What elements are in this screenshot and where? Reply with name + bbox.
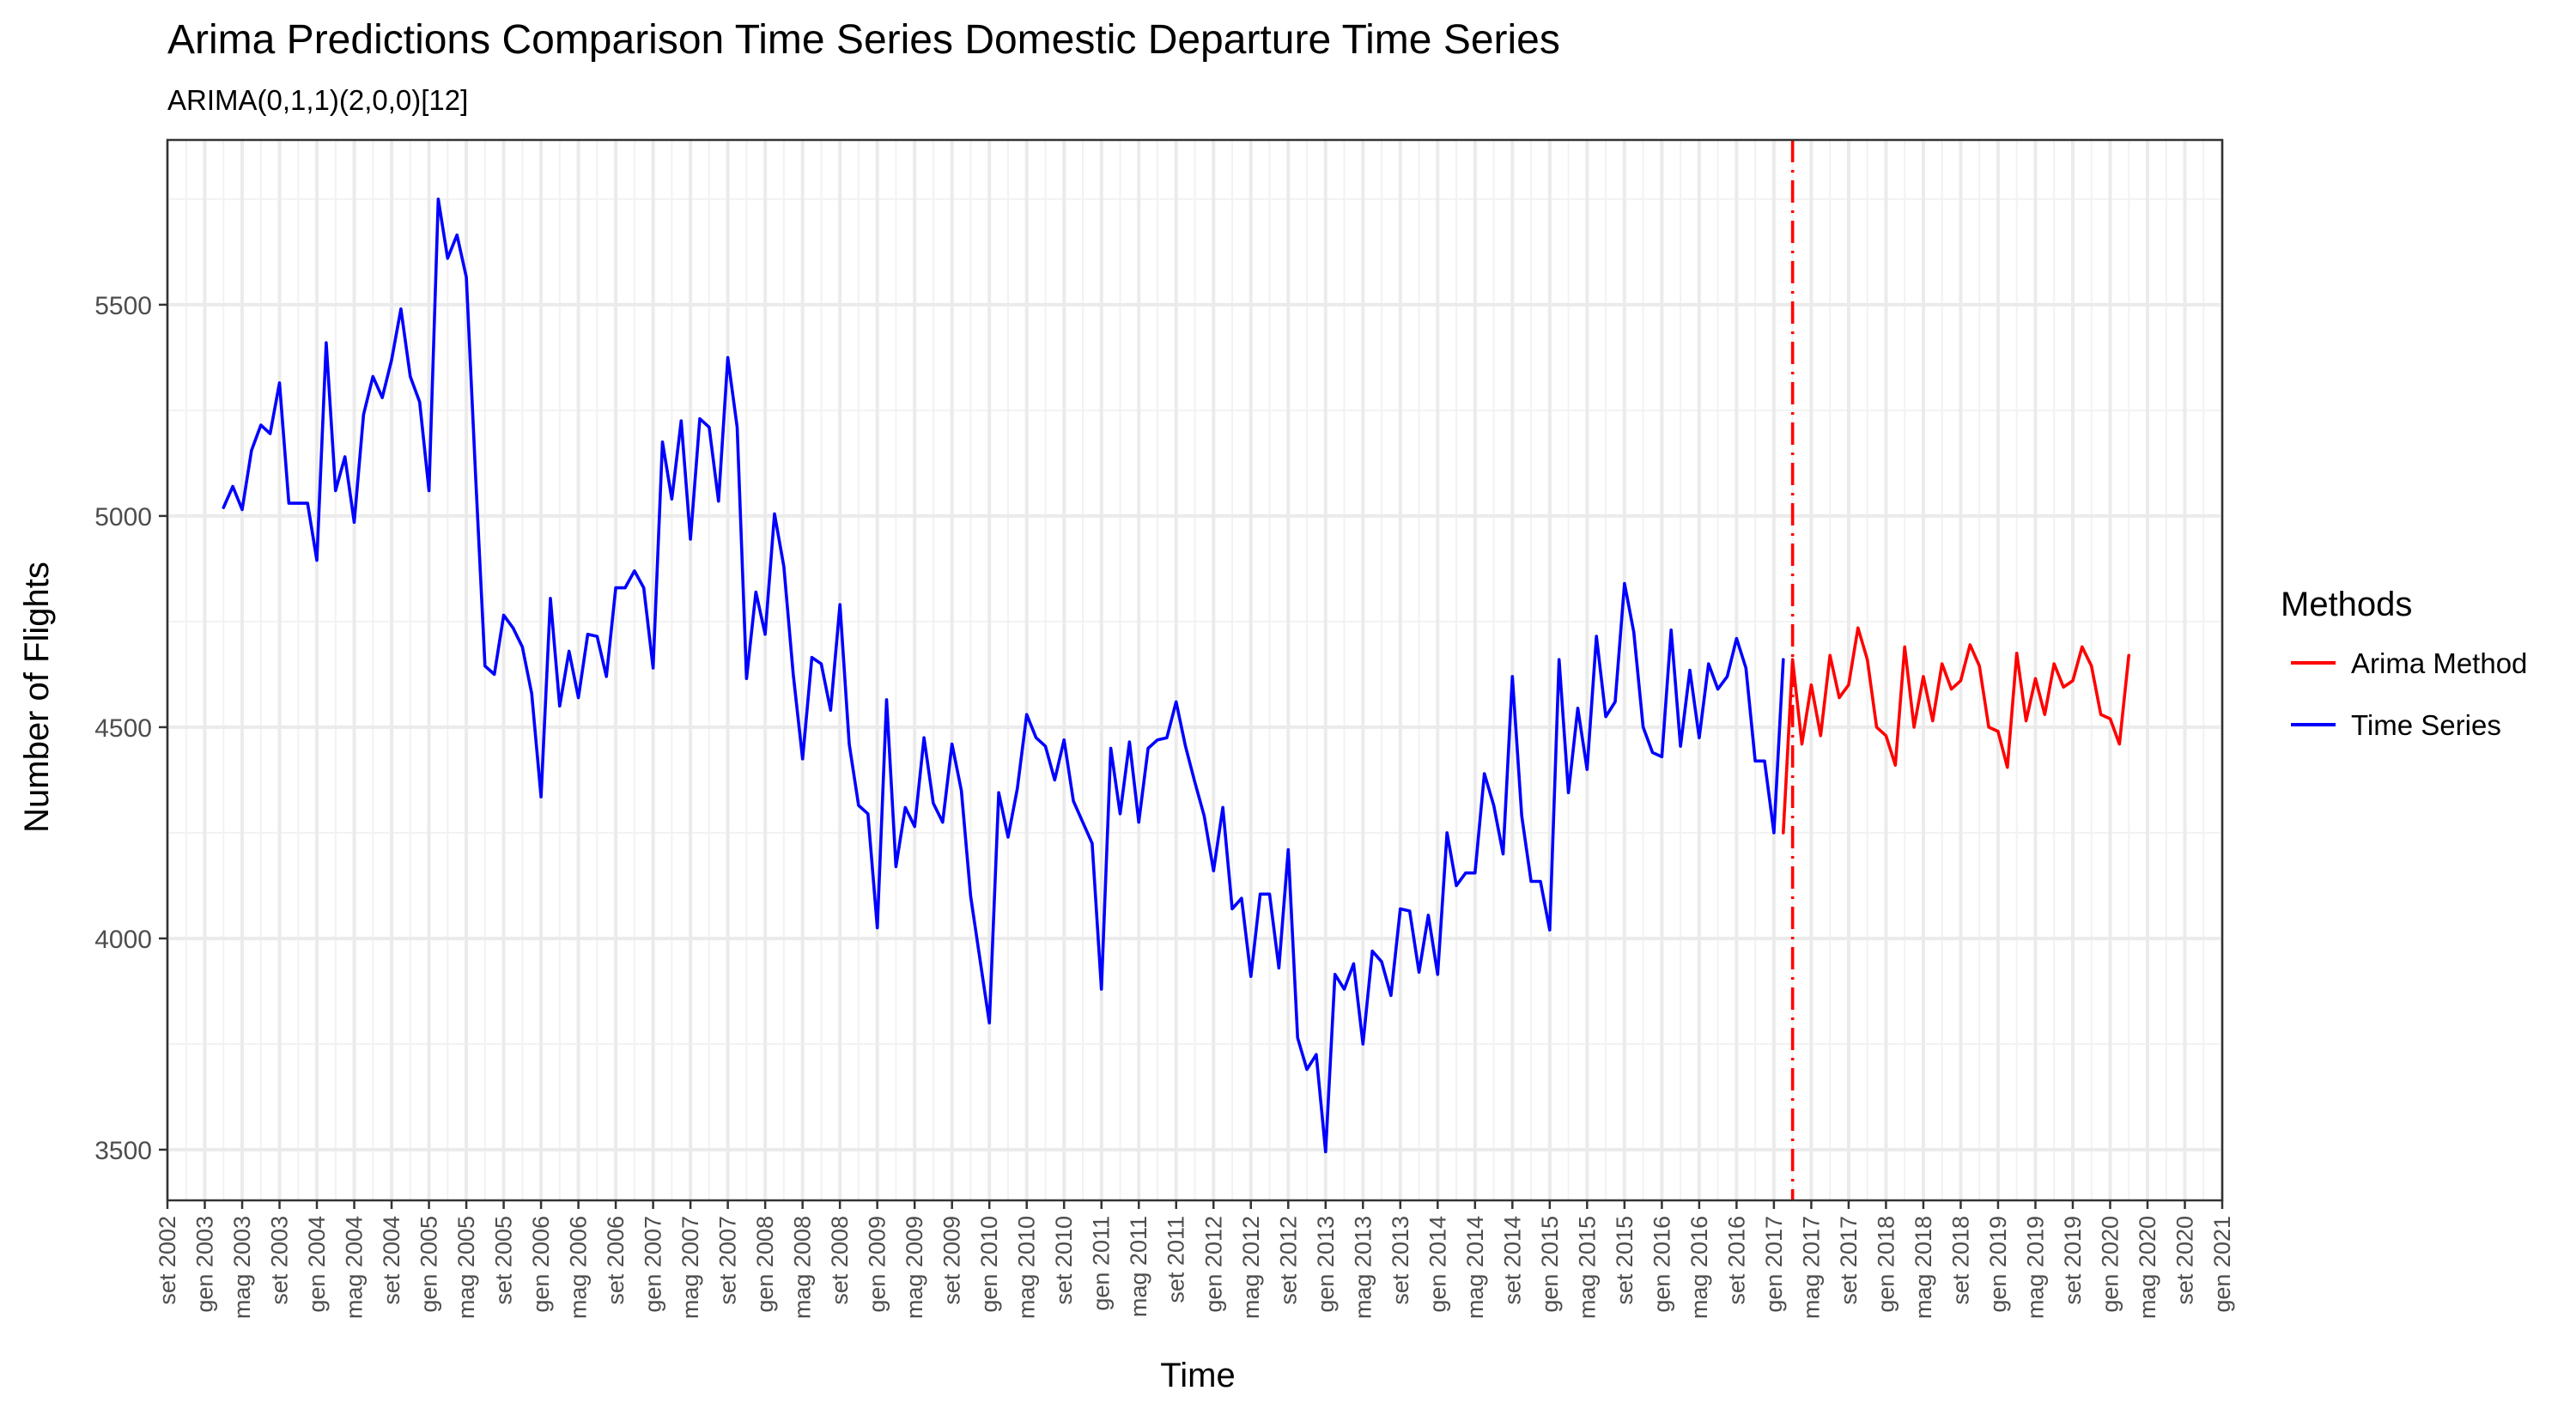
legend-item: Time Series [2291,709,2501,741]
x-tick-label: mag 2013 [1350,1216,1376,1319]
x-tick-label: set 2015 [1612,1216,1637,1305]
x-tick-label: mag 2007 [677,1216,703,1319]
x-tick-label: set 2014 [1499,1216,1525,1305]
y-axis-title: Number of Flights [18,562,56,833]
plot-panel [166,138,2224,1202]
x-tick-label: set 2008 [827,1216,853,1305]
x-tick-label: gen 2017 [1761,1216,1787,1313]
x-tick-label: gen 2019 [1985,1216,2011,1313]
x-tick-label: gen 2010 [976,1216,1002,1313]
chart-title: Arima Predictions Comparison Time Series… [167,17,1560,63]
x-tick-label: mag 2017 [1798,1216,1824,1319]
x-tick-label: set 2003 [267,1216,293,1305]
x-tick-label: mag 2012 [1238,1216,1264,1319]
x-tick-label: mag 2006 [566,1216,592,1319]
x-tick-label: set 2005 [491,1216,517,1305]
x-axis: set 2002 gen 2003 mag 2003 set 2003 gen 2004… [155,1200,2235,1319]
legend-items: Arima Method Time Series [2291,647,2527,741]
x-tick-label: gen 2003 [192,1216,218,1313]
x-tick-label: set 2006 [603,1216,629,1305]
x-tick-label: mag 2009 [902,1216,927,1319]
y-tick-label: 5500 [94,292,152,320]
x-tick-label: gen 2018 [1873,1216,1899,1313]
x-tick-label: set 2007 [715,1216,741,1305]
series-line-time-series [222,197,1785,1154]
x-tick-label: set 2002 [155,1216,180,1305]
x-tick-label: mag 2010 [1014,1216,1040,1319]
x-tick-label: gen 2008 [752,1216,778,1313]
x-tick-label: gen 2014 [1425,1216,1450,1313]
x-tick-label: gen 2012 [1200,1216,1226,1313]
legend-title: Methods [2281,586,2412,623]
x-tick-label: mag 2003 [229,1216,255,1319]
y-tick-label: 4500 [94,714,152,743]
series-layer [222,197,2130,1154]
x-tick-label: set 2016 [1723,1216,1749,1305]
x-tick-label: gen 2004 [304,1216,330,1313]
x-axis-title: Time [1160,1357,1235,1394]
x-tick-label: gen 2007 [641,1216,666,1313]
x-tick-label: gen 2020 [2097,1216,2123,1313]
legend-item: Arima Method [2291,647,2527,679]
x-tick-label: set 2013 [1388,1216,1413,1305]
series-line-arima-method [1782,626,2130,835]
x-tick-label: set 2012 [1275,1216,1301,1305]
y-axis: 3500 4000 4500 5000 5500 [94,292,167,1165]
x-tick-label: set 2017 [1836,1216,1862,1305]
x-tick-label: mag 2011 [1126,1216,1151,1317]
x-tick-label: gen 2013 [1313,1216,1339,1313]
x-tick-label: mag 2014 [1462,1216,1488,1319]
x-tick-label: set 2018 [1947,1216,1973,1305]
panel-border [166,138,2224,1202]
x-tick-label: gen 2015 [1537,1216,1563,1313]
x-tick-label: mag 2018 [1911,1216,1936,1319]
x-tick-label: gen 2005 [416,1216,442,1313]
x-tick-label: set 2004 [379,1216,404,1305]
x-tick-label: gen 2011 [1089,1216,1115,1311]
x-tick-label: set 2020 [2172,1216,2197,1305]
x-tick-label: gen 2009 [865,1216,890,1313]
legend: Methods Arima Method Time Series [2281,586,2527,741]
y-tick-label: 5000 [94,503,152,531]
x-tick-label: set 2019 [2060,1216,2086,1305]
x-tick-label: mag 2005 [453,1216,479,1319]
x-tick-label: mag 2019 [2022,1216,2048,1319]
legend-label: Arima Method [2351,647,2527,679]
x-tick-label: set 2009 [939,1216,965,1305]
x-tick-label: mag 2016 [1686,1216,1712,1319]
x-tick-label: mag 2015 [1574,1216,1600,1319]
x-tick-label: gen 2006 [528,1216,554,1313]
x-tick-label: gen 2016 [1649,1216,1674,1313]
y-tick-label: 4000 [94,926,152,954]
x-tick-label: mag 2020 [2135,1216,2160,1319]
y-tick-label: 3500 [94,1137,152,1165]
x-tick-label: gen 2021 [2209,1216,2235,1313]
legend-label: Time Series [2351,709,2501,741]
x-tick-label: mag 2008 [790,1216,816,1319]
x-tick-label: set 2011 [1163,1216,1189,1303]
x-tick-label: mag 2004 [342,1216,368,1319]
x-tick-label: set 2010 [1051,1216,1077,1305]
chart-subtitle: ARIMA(0,1,1)(2,0,0)[12] [167,84,468,116]
